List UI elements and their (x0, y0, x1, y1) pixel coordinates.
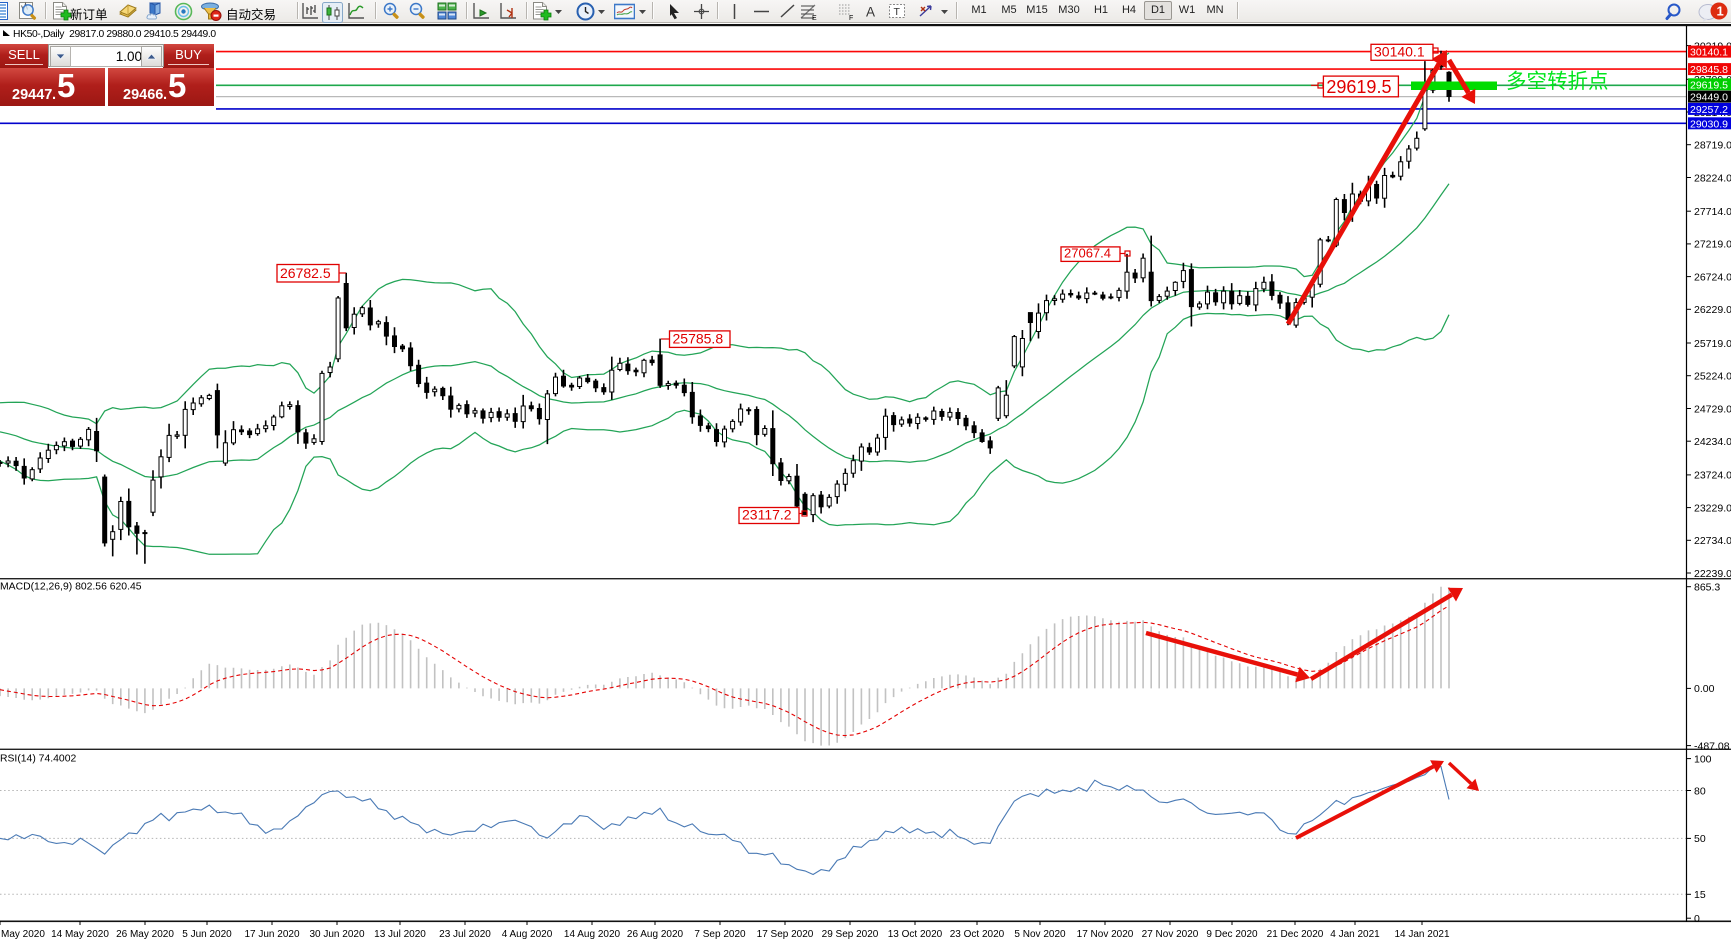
svg-text:30 Jun 2020: 30 Jun 2020 (309, 929, 364, 940)
svg-text:HK50-,Daily 29817.0 29880.0 2: HK50-,Daily 29817.0 29880.0 29410.5 2944… (13, 29, 216, 40)
svg-text:27219.0: 27219.0 (1694, 239, 1731, 251)
svg-text:22734.0: 22734.0 (1694, 535, 1731, 547)
svg-text:T: T (894, 6, 901, 18)
svg-text:23117.2: 23117.2 (742, 507, 792, 523)
svg-text:F: F (849, 15, 853, 21)
svg-text:17 Sep 2020: 17 Sep 2020 (757, 929, 814, 940)
svg-text:21 Dec 2020: 21 Dec 2020 (1267, 929, 1324, 940)
svg-text:29 Sep 2020: 29 Sep 2020 (822, 929, 879, 940)
svg-text:28224.0: 28224.0 (1694, 172, 1731, 184)
svg-text:30140.1: 30140.1 (1374, 43, 1425, 59)
svg-text:0.00: 0.00 (1694, 683, 1715, 695)
svg-text:29619.5: 29619.5 (1690, 79, 1728, 91)
svg-text:29257.2: 29257.2 (1690, 104, 1728, 116)
svg-text:MACD(12,26,9) 802.56 620.45: MACD(12,26,9) 802.56 620.45 (0, 582, 142, 593)
svg-text:29449.0: 29449.0 (1690, 92, 1728, 104)
svg-text:7 Sep 2020: 7 Sep 2020 (694, 929, 746, 940)
svg-text:28719.0: 28719.0 (1694, 140, 1731, 152)
svg-text:13 Oct 2020: 13 Oct 2020 (888, 929, 943, 940)
svg-text:27067.4: 27067.4 (1064, 245, 1111, 260)
svg-text:-487.08: -487.08 (1694, 740, 1730, 752)
svg-text:9 Dec 2020: 9 Dec 2020 (1206, 929, 1258, 940)
svg-text:865.3: 865.3 (1694, 582, 1720, 594)
svg-text:30140.1: 30140.1 (1690, 47, 1728, 59)
svg-text:29619.5: 29619.5 (1326, 77, 1391, 97)
svg-text:5 Jun 2020: 5 Jun 2020 (182, 929, 232, 940)
svg-text:80: 80 (1694, 785, 1706, 797)
svg-text:A: A (866, 5, 875, 20)
svg-text:100: 100 (1694, 753, 1712, 765)
svg-text:25224.0: 25224.0 (1694, 371, 1731, 383)
svg-text:27714.0: 27714.0 (1694, 206, 1731, 218)
svg-text:4 Aug 2020: 4 Aug 2020 (502, 929, 553, 940)
svg-text:26229.0: 26229.0 (1694, 304, 1731, 316)
svg-text:23229.0: 23229.0 (1694, 502, 1731, 514)
svg-text:14 May 2020: 14 May 2020 (51, 929, 109, 940)
svg-text:14 Aug 2020: 14 Aug 2020 (564, 929, 621, 940)
svg-text:25785.8: 25785.8 (673, 330, 724, 346)
svg-text:29845.8: 29845.8 (1690, 64, 1728, 76)
svg-text:23 Jul 2020: 23 Jul 2020 (439, 929, 491, 940)
svg-text:May 2020: May 2020 (1, 929, 45, 940)
svg-text:25719.0: 25719.0 (1694, 338, 1731, 350)
svg-text:29030.9: 29030.9 (1690, 118, 1728, 130)
svg-text:17 Nov 2020: 17 Nov 2020 (1077, 929, 1134, 940)
svg-text:23 Oct 2020: 23 Oct 2020 (950, 929, 1005, 940)
svg-text:13 Jul 2020: 13 Jul 2020 (374, 929, 426, 940)
svg-text:多空转折点: 多空转折点 (1506, 70, 1609, 93)
svg-text:50: 50 (1694, 833, 1706, 845)
svg-text:24234.0: 24234.0 (1694, 436, 1731, 448)
svg-text:22239.0: 22239.0 (1694, 568, 1731, 580)
svg-text:RSI(14) 74.4002: RSI(14) 74.4002 (0, 754, 76, 765)
svg-text:E: E (812, 15, 817, 21)
svg-text:26782.5: 26782.5 (280, 265, 331, 281)
svg-text:27 Nov 2020: 27 Nov 2020 (1142, 929, 1199, 940)
svg-text:17 Jun 2020: 17 Jun 2020 (244, 929, 299, 940)
svg-text:26 Aug 2020: 26 Aug 2020 (627, 929, 684, 940)
svg-text:26724.0: 26724.0 (1694, 271, 1731, 283)
svg-text:0: 0 (1694, 913, 1700, 925)
svg-text:26 May 2020: 26 May 2020 (116, 929, 174, 940)
svg-text:24729.0: 24729.0 (1694, 403, 1731, 415)
svg-text:15: 15 (1694, 889, 1706, 901)
svg-text:1: 1 (1717, 4, 1724, 19)
svg-text:23724.0: 23724.0 (1694, 470, 1731, 482)
svg-text:4 Jan 2021: 4 Jan 2021 (1330, 929, 1380, 940)
svg-text:5 Nov 2020: 5 Nov 2020 (1014, 929, 1066, 940)
svg-text:14 Jan 2021: 14 Jan 2021 (1394, 929, 1449, 940)
